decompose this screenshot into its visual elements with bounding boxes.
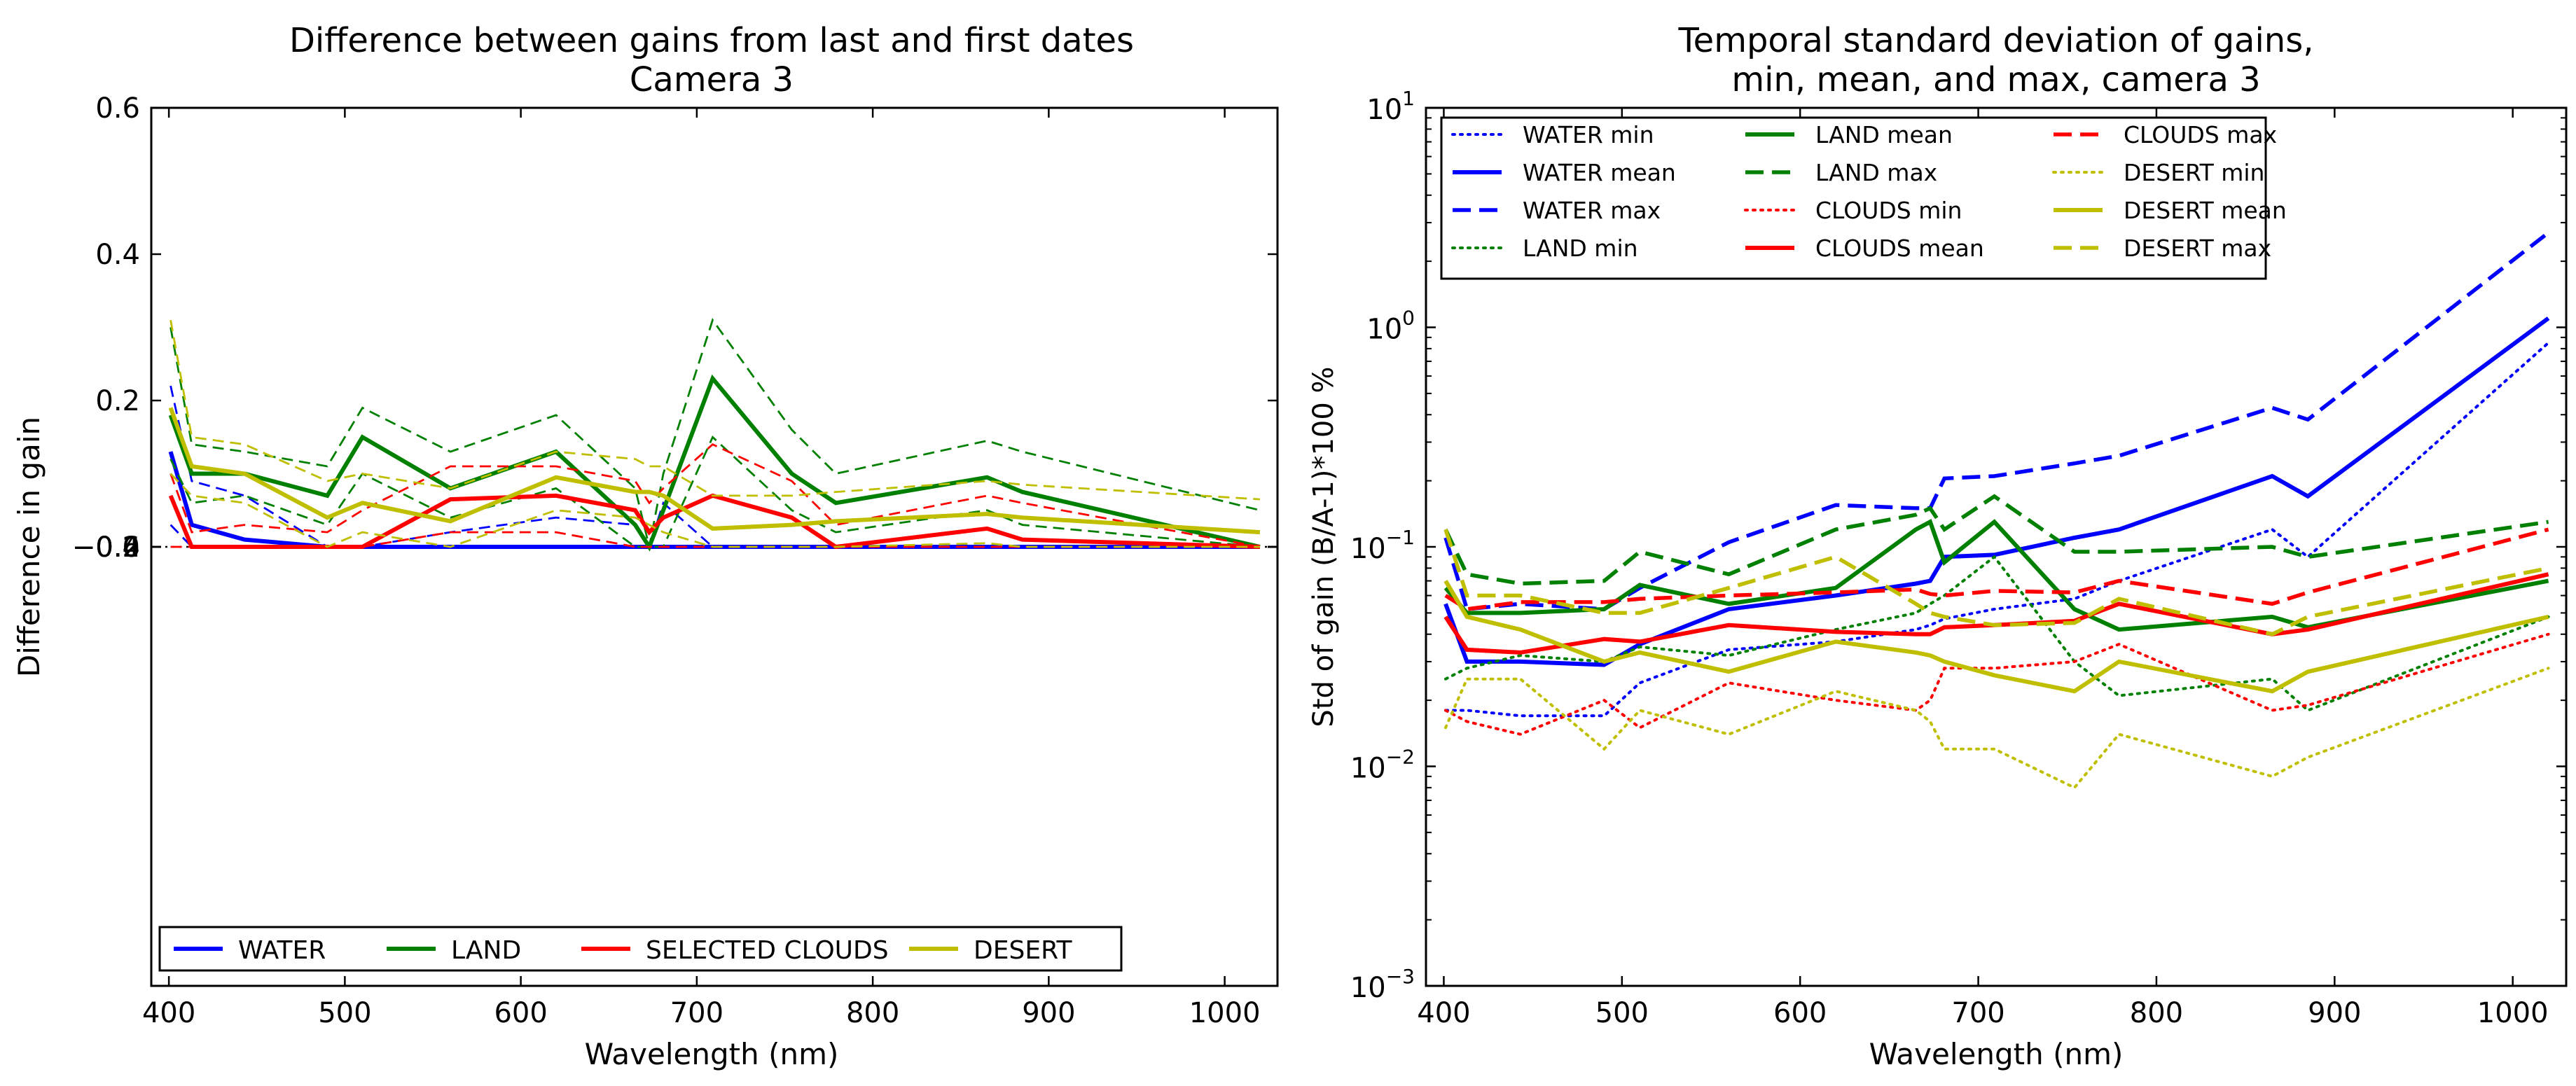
chart-1-y-tick-label: 100 bbox=[1366, 307, 1415, 346]
legend-label-desert-min: DESERT min bbox=[2124, 159, 2264, 186]
chart-left: Difference between gains from last and f… bbox=[12, 21, 1279, 1071]
chart-1-x-tick-label: 500 bbox=[1595, 997, 1649, 1029]
chart-0-y-tick-label: 0.4 bbox=[95, 239, 140, 271]
chart-left-series-layer bbox=[151, 318, 1277, 552]
chart-1-series-water-max bbox=[1443, 231, 2550, 611]
chart-0-y-tick-label: 0.2 bbox=[95, 385, 140, 417]
chart-1-series-water-mean bbox=[1443, 316, 2550, 667]
chart-0-series-selected-clouds-lower bbox=[170, 531, 1260, 548]
chart-right-subtitle: min, mean, and max, camera 3 bbox=[1731, 60, 2260, 99]
chart-0-y-tick-label: −0.2 bbox=[72, 531, 140, 564]
legend-label-land: LAND bbox=[451, 936, 521, 965]
chart-1-x-tick-label: 900 bbox=[2308, 997, 2361, 1029]
chart-0-x-tick-label: 600 bbox=[494, 997, 547, 1029]
chart-1-y-tick-label: 10−1 bbox=[1350, 526, 1415, 565]
chart-0-y-tick-label: −0.6 bbox=[72, 531, 140, 564]
chart-1-y-tick-label: 10−3 bbox=[1350, 965, 1415, 1004]
chart-0-x-tick-label: 900 bbox=[1022, 997, 1075, 1029]
chart-right: Temporal standard deviation of gains, mi… bbox=[1308, 21, 2568, 1071]
chart-0-y-tick-label: 0.0 bbox=[95, 531, 140, 564]
legend-label-selected-clouds: SELECTED CLOUDS bbox=[646, 936, 889, 965]
legend-label-clouds-mean: CLOUDS mean bbox=[1815, 235, 1984, 262]
chart-1-x-tick-label: 400 bbox=[1417, 997, 1470, 1029]
chart-left-legend-box bbox=[158, 926, 1123, 972]
chart-left-y-axis-label: Difference in gain bbox=[12, 417, 46, 677]
chart-0-x-tick-label: 500 bbox=[318, 997, 371, 1029]
legend-label-land-mean: LAND mean bbox=[1815, 121, 1953, 148]
chart-1-x-tick-label: 800 bbox=[2130, 997, 2183, 1029]
chart-1-x-tick-label: 1000 bbox=[2477, 997, 2549, 1029]
chart-0-series-desert-upper bbox=[169, 319, 1260, 501]
chart-0-y-tick-label: 0.6 bbox=[95, 92, 140, 125]
chart-right-title: Temporal standard deviation of gains, bbox=[1678, 21, 2314, 60]
chart-left-axes: 400 500 600 700 800 900 1000 −0.6−0.4−0.20.0 0.2… bbox=[72, 92, 1277, 1029]
chart-1-series-land-mean bbox=[1443, 519, 2549, 632]
legend-label-water-min: WATER min bbox=[1523, 121, 1654, 148]
chart-1-y-tick-label: 101 bbox=[1366, 87, 1415, 126]
chart-0-series-land bbox=[168, 374, 1261, 552]
chart-1-x-tick-label: 700 bbox=[1951, 997, 2004, 1029]
legend-label-water-mean: WATER mean bbox=[1523, 159, 1676, 186]
chart-1-series-clouds-max bbox=[1444, 527, 2549, 611]
chart-1-series-land-max bbox=[1443, 494, 2549, 586]
chart-left-title: Difference between gains from last and f… bbox=[289, 21, 1134, 60]
chart-right-x-axis-label: Wavelength (nm) bbox=[1869, 1037, 2124, 1071]
chart-1-y-tick-label: 10−2 bbox=[1350, 746, 1415, 785]
chart-0-x-tick-label: 1000 bbox=[1189, 997, 1261, 1029]
legend-label-water-max: WATER max bbox=[1523, 197, 1661, 224]
legend-label-desert-mean: DESERT mean bbox=[2124, 197, 2287, 224]
chart-left-x-axis-label: Wavelength (nm) bbox=[585, 1037, 839, 1071]
chart-0-y-tick-label: −0.4 bbox=[72, 531, 140, 564]
legend-label-land-min: LAND min bbox=[1523, 235, 1638, 262]
chart-right-legend-box bbox=[1440, 116, 2267, 280]
chart-1-series-desert-max bbox=[1443, 529, 2549, 636]
chart-0-series-desert bbox=[168, 407, 1261, 535]
chart-left-subtitle: Camera 3 bbox=[630, 60, 794, 99]
chart-0-x-tick-label: 400 bbox=[142, 997, 195, 1029]
legend-label-desert: DESERT bbox=[974, 936, 1072, 965]
legend-label-water: WATER bbox=[238, 936, 326, 965]
legend-label-clouds-min: CLOUDS min bbox=[1815, 197, 1962, 224]
chart-left-legend: WATER LAND SELECTED CLOUDS DESERT bbox=[158, 926, 1123, 972]
chart-0-x-tick-label: 700 bbox=[670, 997, 723, 1029]
legend-label-desert-max: DESERT max bbox=[2124, 235, 2271, 262]
chart-right-series-layer bbox=[1443, 231, 2550, 790]
chart-0-series-selected-clouds-upper bbox=[169, 443, 1261, 548]
chart-right-legend: WATER min WATER mean WATER max LAND min LAND… bbox=[1440, 116, 2287, 280]
legend-label-clouds-max: CLOUDS max bbox=[2124, 121, 2277, 148]
chart-right-y-axis-label: Std of gain (B/A-1)*100 % bbox=[1308, 366, 1340, 727]
chart-1-x-tick-label: 600 bbox=[1773, 997, 1827, 1029]
chart-0-x-tick-label: 800 bbox=[846, 997, 899, 1029]
chart-1-series-desert-mean bbox=[1443, 580, 2549, 694]
legend-label-land-max: LAND max bbox=[1815, 159, 1937, 186]
chart-right-axes: 400 500 600 700 800 900 1000 10−3 10−2 10−1 100 101 bbox=[1350, 87, 2566, 1029]
chart-0-series-desert-lower bbox=[169, 473, 1260, 548]
chart-1-series-desert-min bbox=[1444, 667, 2550, 790]
